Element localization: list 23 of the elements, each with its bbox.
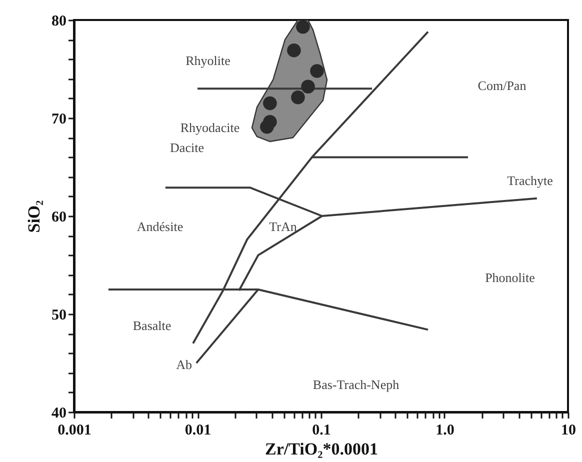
x-tick-label: 0.001	[58, 422, 92, 438]
annotation: TrAn	[269, 219, 298, 234]
y-tick-label: 50	[52, 308, 66, 324]
annotation: Rhyodacite	[180, 120, 240, 135]
annotation: Andésite	[136, 219, 184, 234]
annotation: Rhyolite	[186, 53, 231, 68]
x-tick-label: 0.1	[312, 422, 331, 438]
x-axis-title: Zr/TiO₂*0.0001	[265, 440, 378, 458]
x-tick-label: 10	[561, 422, 576, 438]
x-tick-label: 1.0	[436, 422, 454, 438]
annotation: Bas-Trach-Neph	[312, 377, 400, 392]
annotation: Com/Pan	[478, 78, 527, 93]
y-tick-label: 70	[52, 112, 66, 128]
y-tick-label: 40	[52, 406, 66, 422]
annotation: Phonolite	[485, 270, 536, 285]
annotation: Trachyte	[507, 173, 554, 188]
y-tick-label: 60	[52, 210, 66, 226]
y-axis-title: SiO₂	[24, 200, 44, 233]
annotation: Ab	[176, 357, 192, 372]
y-tick-label: 80	[52, 14, 66, 30]
annotation: Basalte	[132, 318, 172, 333]
x-tick-label: 0.01	[184, 422, 212, 438]
annotation: Dacite	[170, 140, 204, 155]
